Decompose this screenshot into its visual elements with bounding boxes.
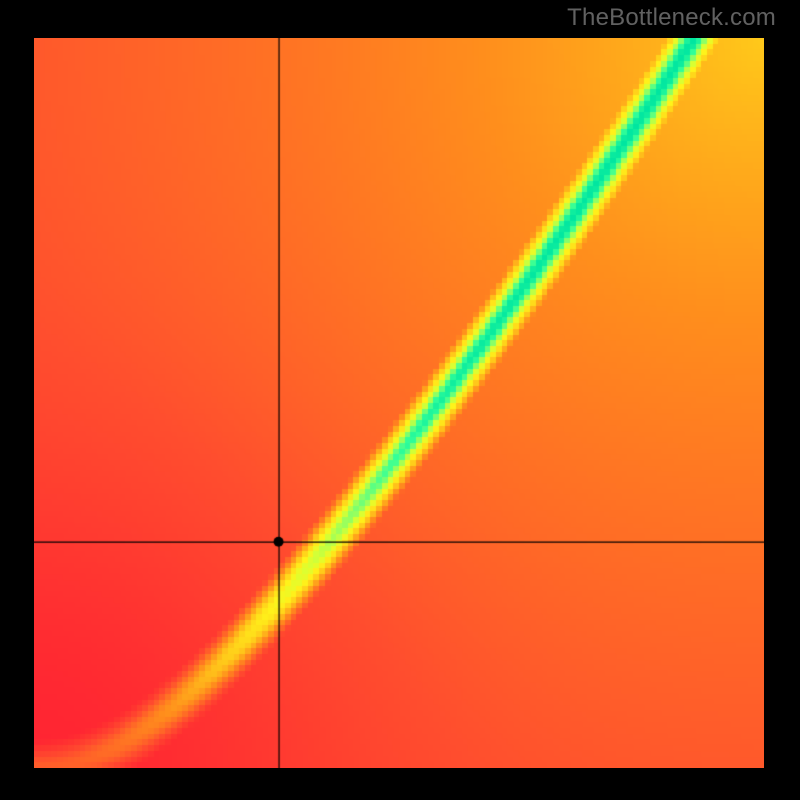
bottleneck-heatmap: [34, 38, 764, 768]
chart-container: TheBottleneck.com: [0, 0, 800, 800]
watermark-text: TheBottleneck.com: [567, 4, 776, 32]
